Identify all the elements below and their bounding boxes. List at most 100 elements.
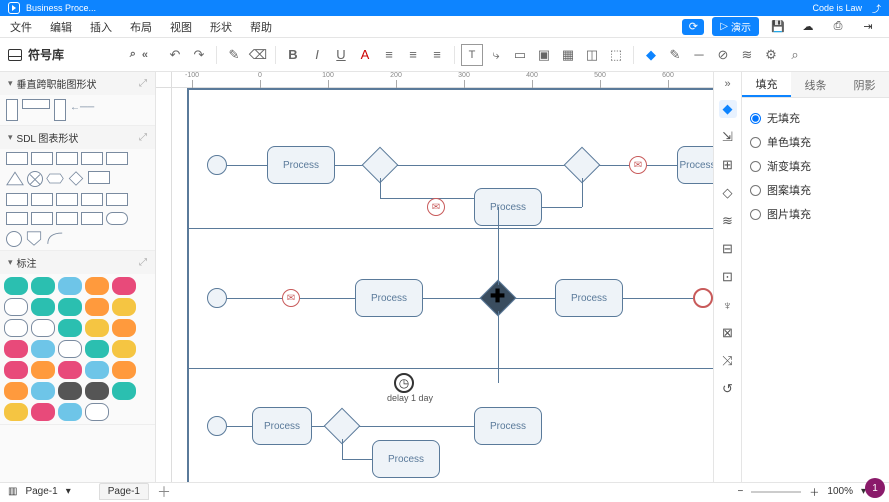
shuffle-tool-icon[interactable]: ⤨ xyxy=(719,352,737,370)
callout-shape[interactable] xyxy=(4,361,28,379)
bold-button[interactable]: B xyxy=(282,44,304,66)
sdl-shape[interactable] xyxy=(81,193,103,206)
container-button[interactable]: ⬚ xyxy=(605,44,627,66)
bpmn-task[interactable]: Process xyxy=(252,407,312,445)
callout-shape[interactable] xyxy=(112,340,136,358)
zoom-in-button[interactable]: ＋ xyxy=(809,484,819,499)
fill-button[interactable]: ◆ xyxy=(640,44,662,66)
line-color-button[interactable]: ✎ xyxy=(664,44,686,66)
fill-option-image[interactable]: 图片填充 xyxy=(750,202,881,226)
share-icon[interactable]: ⤴ xyxy=(872,2,881,15)
pin-icon[interactable]: ⤢ xyxy=(139,78,147,89)
sdl-hex[interactable] xyxy=(46,171,64,186)
bpmn-message-event[interactable] xyxy=(427,198,445,216)
sdl-shape[interactable] xyxy=(88,171,110,184)
callout-shape[interactable] xyxy=(58,298,82,316)
callout-shape[interactable] xyxy=(4,403,28,421)
sdl-triangle[interactable] xyxy=(6,171,24,186)
sdl-circle[interactable] xyxy=(6,231,22,247)
pin-icon[interactable]: ⤢ xyxy=(139,132,147,143)
flow[interactable] xyxy=(300,298,355,299)
grid-tool-icon[interactable]: ⊞ xyxy=(719,156,737,174)
flow[interactable] xyxy=(623,298,693,299)
flow[interactable] xyxy=(423,298,483,299)
flow[interactable] xyxy=(380,178,381,198)
menu-file[interactable]: 文件 xyxy=(10,19,32,35)
fill-option-solid[interactable]: 单色填充 xyxy=(750,130,881,154)
bpmn-start-event[interactable] xyxy=(207,416,227,436)
flow[interactable] xyxy=(515,298,555,299)
sdl-shape[interactable] xyxy=(6,152,28,165)
align-center-button[interactable]: ≡ xyxy=(402,44,424,66)
line-style-button[interactable]: ─ xyxy=(688,44,710,66)
menu-view[interactable]: 视图 xyxy=(170,19,192,35)
image-button[interactable]: ▣ xyxy=(533,44,555,66)
valign-button[interactable]: ≡ xyxy=(426,44,448,66)
theme-tool-icon[interactable]: ◇ xyxy=(719,184,737,202)
flow[interactable] xyxy=(380,198,474,199)
shape-separator[interactable] xyxy=(70,99,98,109)
shape-vpool[interactable] xyxy=(6,99,18,121)
sdl-shape[interactable] xyxy=(31,193,53,206)
bpmn-end-event[interactable] xyxy=(693,288,713,308)
clear-format-button[interactable]: ⌫ xyxy=(247,44,269,66)
sdl-shape[interactable] xyxy=(106,152,128,165)
callout-shape[interactable] xyxy=(31,340,55,358)
callout-shape[interactable] xyxy=(58,277,82,295)
menu-help[interactable]: 帮助 xyxy=(250,19,272,35)
flow[interactable] xyxy=(498,311,499,383)
org-tool-icon[interactable]: ♆ xyxy=(719,296,737,314)
fill-option-none[interactable]: 无填充 xyxy=(750,106,881,130)
add-page-button[interactable]: ＋ xyxy=(157,482,171,502)
sdl-shape[interactable] xyxy=(56,193,78,206)
bpmn-message-event[interactable] xyxy=(282,289,300,307)
callout-shape[interactable] xyxy=(4,319,28,337)
callout-shape[interactable] xyxy=(85,277,109,295)
menu-insert[interactable]: 插入 xyxy=(90,19,112,35)
flow[interactable] xyxy=(227,426,252,427)
callout-shape[interactable] xyxy=(31,319,55,337)
flow[interactable] xyxy=(498,207,499,285)
sdl-shape[interactable] xyxy=(81,212,103,225)
settings-button[interactable]: ⚙ xyxy=(760,44,782,66)
sdl-shape[interactable] xyxy=(81,152,103,165)
bpmn-task[interactable]: Process xyxy=(474,188,542,226)
flow[interactable] xyxy=(342,439,343,459)
menu-edit[interactable]: 编辑 xyxy=(50,19,72,35)
sdl-shape[interactable] xyxy=(56,152,78,165)
flow[interactable] xyxy=(542,207,582,208)
flow[interactable] xyxy=(359,426,474,427)
bpmn-task[interactable]: Process xyxy=(355,279,423,317)
zoom-out-button[interactable]: − xyxy=(738,486,744,497)
print-icon[interactable]: ⎙ xyxy=(827,19,849,35)
bpmn-start-event[interactable] xyxy=(207,288,227,308)
callout-shape[interactable] xyxy=(4,277,28,295)
menu-layout[interactable]: 布局 xyxy=(130,19,152,35)
page-tab[interactable]: Page-1 xyxy=(99,483,149,500)
callout-shape[interactable] xyxy=(85,319,109,337)
history-tool-icon[interactable]: ↺ xyxy=(719,380,737,398)
image-tool-icon[interactable]: ⊡ xyxy=(719,268,737,286)
sdl-circle-x[interactable] xyxy=(27,171,43,187)
callout-shape[interactable] xyxy=(112,298,136,316)
sdl-shape[interactable] xyxy=(6,193,28,206)
sdl-shape[interactable] xyxy=(31,152,53,165)
bpmn-task[interactable]: Process xyxy=(677,146,713,184)
bpmn-start-event[interactable] xyxy=(207,155,227,175)
shape-group-header[interactable]: 垂直跨职能图形状⤢ xyxy=(0,72,155,95)
expand-right-icon[interactable]: » xyxy=(724,78,730,90)
paint-button[interactable]: ✎ xyxy=(223,44,245,66)
canvas[interactable]: Process Process Process Process ✚ xyxy=(172,88,713,482)
bpmn-task[interactable]: Process xyxy=(372,440,440,478)
callout-shape[interactable] xyxy=(58,340,82,358)
export-tool-icon[interactable]: ⇲ xyxy=(719,128,737,146)
callout-shape[interactable] xyxy=(85,403,109,421)
callout-shape[interactable] xyxy=(85,361,109,379)
flow[interactable] xyxy=(647,165,677,166)
cloud-icon[interactable]: ☁ xyxy=(797,19,819,35)
data-tool-icon[interactable]: ⊟ xyxy=(719,240,737,258)
tab-shadow[interactable]: 阴影 xyxy=(840,72,889,97)
callout-shape[interactable] xyxy=(31,403,55,421)
callout-shape[interactable] xyxy=(4,340,28,358)
tab-line[interactable]: 线条 xyxy=(791,72,840,97)
